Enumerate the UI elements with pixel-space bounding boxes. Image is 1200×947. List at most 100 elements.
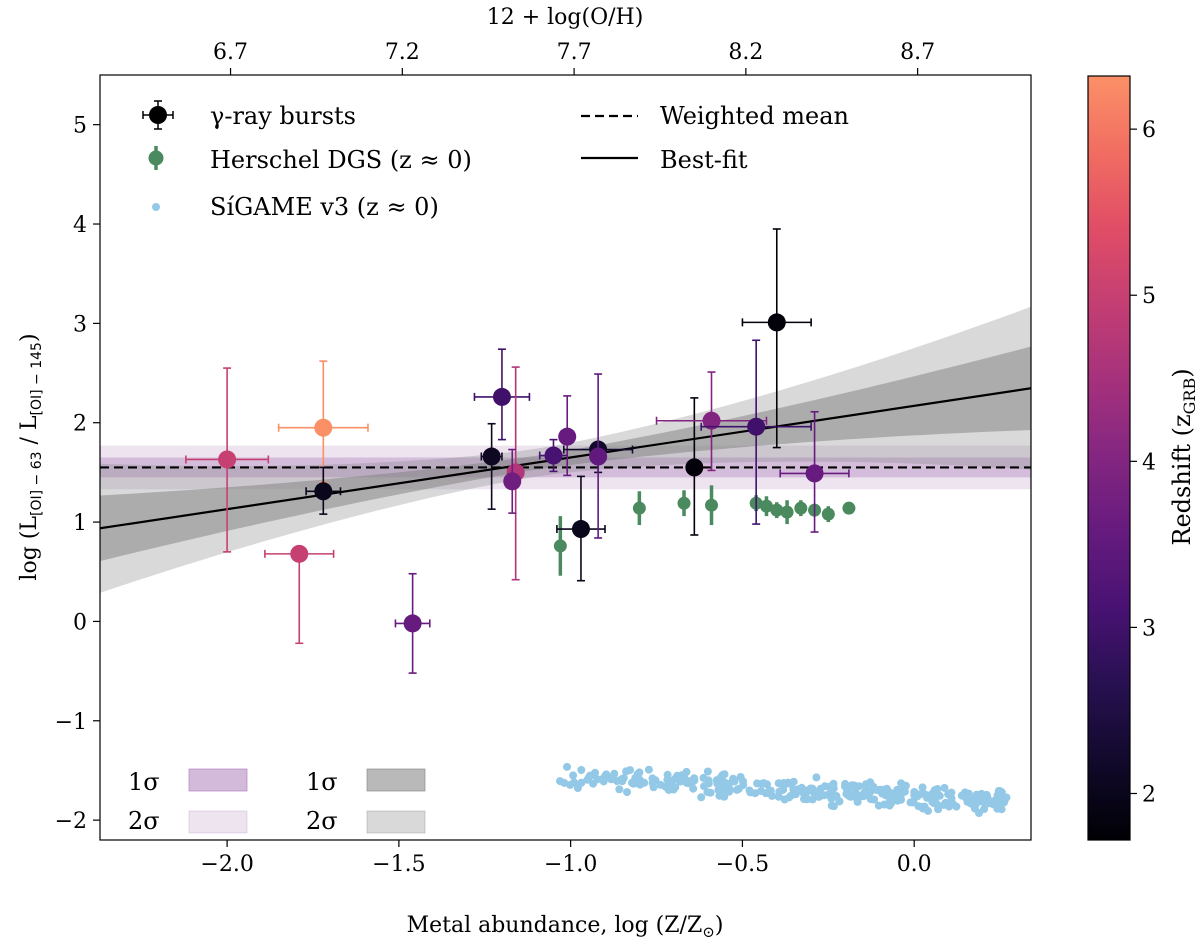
colorbar-tick-label: 5: [1142, 284, 1156, 309]
sigame-point: [910, 791, 919, 800]
x-tick-label: −1.0: [544, 852, 597, 877]
colorbar-label: Redshift (zGRB): [1168, 368, 1199, 545]
dgs-points: [553, 485, 856, 576]
grb-point: [218, 450, 237, 469]
grb-point: [482, 447, 501, 466]
sigame-point: [664, 785, 673, 794]
sigame-point: [644, 765, 653, 774]
sigame-point: [993, 804, 1002, 813]
y-axis-label: log (L[OI] − 63 / L[OI] − 145): [17, 333, 45, 580]
sigame-point: [768, 791, 777, 800]
y-tick-label: 4: [73, 213, 87, 238]
top-tick-label: 6.7: [213, 40, 248, 65]
legend-grb-label: γ-ray bursts: [210, 102, 356, 130]
colorbar-tick-label: 2: [1142, 782, 1156, 807]
sigame-point: [689, 784, 698, 793]
sigame-point: [945, 802, 954, 811]
sigame-point: [753, 779, 762, 788]
sigma-legend-1s-grey-label: 1σ: [306, 768, 338, 796]
sigame-point: [918, 783, 927, 792]
legend-weighted-mean-label: Weighted mean: [660, 102, 849, 130]
sigma-legend: 1σ 2σ 1σ 2σ: [128, 768, 426, 835]
x-tick-label: −0.5: [716, 852, 769, 877]
sigame-point: [706, 788, 715, 797]
grb-point: [492, 387, 511, 406]
sigame-point: [835, 797, 844, 806]
y-axis-ticks: −2 −1 0 1 2 3 4 5: [55, 114, 100, 834]
sigma-legend-2s-purple-label: 2σ: [128, 807, 160, 835]
sigame-point: [610, 769, 619, 778]
sigame-point: [808, 795, 817, 804]
dgs-point: [821, 507, 835, 521]
sigame-points: [556, 762, 1011, 817]
dgs-point: [842, 501, 856, 515]
sigame-point: [631, 774, 640, 782]
sigame-point: [699, 773, 708, 782]
x-tick-label: 0.0: [897, 852, 932, 877]
sigame-point: [775, 787, 784, 796]
sigame-point: [841, 779, 850, 788]
sigame-point: [623, 788, 631, 797]
top-tick-label: 8.2: [728, 40, 763, 65]
grb-point: [805, 464, 824, 483]
legend-sigame-marker: [152, 203, 160, 211]
sigame-point: [563, 762, 571, 771]
sigame-point: [914, 802, 923, 811]
sigame-point: [636, 780, 645, 789]
top-tick-label: 7.2: [385, 40, 420, 65]
dgs-point: [553, 539, 567, 553]
sigame-point: [739, 777, 747, 786]
sigame-point: [718, 771, 727, 779]
y-tick-label: −1: [55, 710, 87, 735]
sigame-point: [599, 774, 608, 783]
dgs-point: [780, 505, 794, 519]
sigame-point: [649, 783, 658, 792]
grb-points: [185, 228, 850, 674]
sigame-point: [703, 767, 712, 776]
sigma-legend-2s-purple-swatch: [188, 810, 248, 834]
sigame-point: [619, 774, 628, 783]
sigame-point: [855, 782, 864, 791]
sigame-point: [729, 774, 738, 783]
sigame-point: [864, 792, 873, 801]
sigma-legend-2s-grey-label: 2σ: [306, 807, 338, 835]
sigame-point: [947, 788, 956, 797]
y-tick-label: −2: [55, 809, 87, 834]
y-tick-label: 0: [73, 610, 87, 635]
sigame-point: [970, 804, 979, 813]
sigame-point: [566, 780, 575, 789]
fit-lines: [100, 387, 1031, 530]
sigame-point: [648, 774, 657, 783]
grb-point: [747, 417, 766, 436]
sigame-point: [615, 785, 624, 794]
grb-point: [767, 313, 786, 332]
colorbar-tick-label: 4: [1142, 450, 1156, 475]
legend-dgs-label: Herschel DGS (z ≈ 0): [210, 146, 472, 174]
sigame-point: [745, 786, 754, 795]
sigame-point: [785, 793, 794, 802]
sigame-point: [890, 793, 899, 802]
best-fit-1sigma-band: [100, 346, 1031, 562]
y-tick-label: 5: [73, 114, 87, 139]
sigame-point: [972, 790, 981, 799]
top-tick-label: 8.7: [900, 40, 935, 65]
sigame-point: [689, 777, 698, 786]
grb-point: [290, 544, 309, 563]
sigma-legend-1s-purple-label: 1σ: [128, 768, 160, 796]
sigame-point: [986, 797, 995, 806]
top-tick-label: 7.7: [557, 40, 592, 65]
legend-best-fit-label: Best-fit: [660, 146, 748, 174]
sigame-point: [812, 773, 821, 782]
sigame-point: [906, 798, 915, 807]
sigame-point: [819, 791, 828, 800]
sigame-point: [1000, 796, 1009, 805]
sigame-point: [682, 776, 691, 785]
sigame-point: [573, 784, 582, 793]
sigame-point: [829, 802, 838, 811]
sigame-point: [853, 797, 862, 806]
sigame-point: [808, 787, 817, 796]
sigame-point: [763, 780, 771, 789]
top-axis-ticks: 6.7 7.2 7.7 8.2 8.7: [213, 40, 935, 75]
sigame-point: [901, 781, 910, 790]
